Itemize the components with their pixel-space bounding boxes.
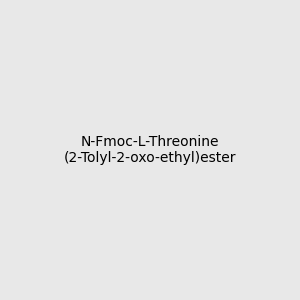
Text: N-Fmoc-L-Threonine
(2-Tolyl-2-oxo-ethyl)ester: N-Fmoc-L-Threonine (2-Tolyl-2-oxo-ethyl)… bbox=[64, 135, 236, 165]
